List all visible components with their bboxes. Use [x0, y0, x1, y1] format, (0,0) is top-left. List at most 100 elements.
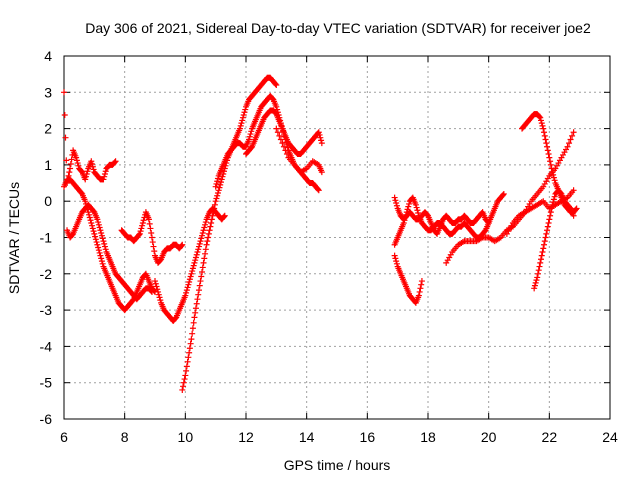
data-point-g: [248, 128, 255, 135]
data-point-f: [190, 319, 197, 326]
data-point-f: [181, 376, 188, 383]
data-point-f: [184, 358, 191, 365]
data-point-o: [535, 267, 542, 274]
data-point-f: [196, 282, 203, 289]
data-point-j: [417, 285, 424, 292]
data-point-o: [570, 212, 577, 219]
data-point-f: [179, 386, 186, 393]
x-tick-label: 22: [542, 429, 558, 445]
data-point-e: [202, 219, 209, 226]
data-point-o: [533, 277, 540, 284]
data-point-e: [194, 249, 201, 256]
data-point-f: [214, 192, 221, 199]
data-point-n: [550, 174, 557, 181]
x-tick-label: 24: [602, 429, 618, 445]
data-point-f: [241, 109, 248, 116]
data-point-i: [277, 136, 284, 143]
data-point-i: [318, 169, 325, 176]
data-point-f: [217, 181, 224, 188]
data-point-n: [543, 140, 550, 147]
data-point-m: [570, 129, 577, 136]
data-point-o: [543, 230, 550, 237]
x-tick-label: 12: [238, 429, 254, 445]
data-point-n: [538, 120, 545, 127]
data-point-k: [392, 197, 399, 204]
data-point-k: [391, 194, 398, 201]
data-point-c: [95, 221, 102, 228]
data-point-b: [87, 217, 94, 224]
data-point-e: [195, 246, 202, 253]
data-point-e: [154, 286, 161, 293]
data-point-b: [97, 252, 104, 259]
data-point-f: [193, 300, 200, 307]
x-tick-label: 8: [121, 429, 129, 445]
data-point-o: [536, 263, 543, 270]
data-point-k: [393, 202, 400, 209]
data-point-f: [202, 250, 209, 257]
data-point-a: [67, 165, 74, 172]
data-point-d: [139, 219, 146, 226]
data-point-f: [202, 246, 209, 253]
data-point-e: [197, 238, 204, 245]
y-tick-label: -4: [40, 338, 53, 354]
data-point-o: [541, 241, 548, 248]
data-point-l: [412, 201, 419, 208]
data-point-c: [148, 288, 155, 295]
data-point-n: [548, 165, 555, 172]
data-point-g: [315, 187, 322, 194]
data-point-g: [273, 103, 280, 110]
data-point-f: [186, 349, 193, 356]
data-point-f: [214, 190, 221, 197]
data-point-n: [547, 161, 554, 168]
data-point-b: [86, 211, 93, 218]
data-point-b: [89, 225, 96, 232]
data-point-d: [136, 230, 143, 237]
data-point-a: [89, 160, 96, 167]
data-point-g: [212, 183, 219, 190]
data-point-g: [246, 133, 253, 140]
data-point-e: [152, 278, 158, 285]
data-point-e: [190, 262, 197, 269]
data-point-f: [194, 296, 201, 303]
data-point-e: [198, 235, 205, 242]
data-point-f: [217, 179, 224, 186]
data-point-a: [67, 160, 74, 167]
data-point-f: [205, 230, 212, 237]
data-point-a: [100, 176, 107, 183]
data-point-o: [537, 259, 544, 266]
data-point-d: [179, 241, 186, 248]
data-point-n: [540, 125, 547, 132]
data-point-a: [66, 169, 73, 176]
data-point-f: [218, 176, 225, 183]
grid: [64, 56, 610, 419]
data-point-c: [99, 235, 106, 242]
data-point-f: [189, 325, 196, 332]
data-point-a: [73, 157, 80, 164]
data-point-c: [100, 238, 107, 245]
data-point-b: [96, 249, 103, 256]
data-point-m: [566, 140, 573, 147]
data-point-h: [315, 129, 322, 136]
data-point-n: [537, 114, 544, 121]
data-point-f: [210, 209, 217, 216]
data-point-c: [101, 240, 108, 247]
data-point-a: [61, 89, 67, 96]
data-point-e: [185, 281, 192, 288]
data-point-c: [102, 246, 109, 253]
data-point-o: [531, 282, 538, 289]
data-point-f: [198, 273, 205, 280]
data-point-a: [75, 162, 82, 169]
data-point-i: [276, 132, 283, 139]
data-point-b: [86, 214, 93, 221]
data-point-f: [203, 241, 210, 248]
data-point-e: [221, 212, 228, 219]
data-point-e: [196, 240, 203, 247]
data-point-i: [274, 129, 281, 136]
data-point-a: [101, 173, 108, 180]
data-point-e: [152, 280, 159, 287]
data-point-o: [544, 223, 551, 230]
data-point-e: [187, 273, 194, 280]
data-point-n: [550, 171, 557, 178]
data-point-n: [572, 206, 579, 213]
data-point-l: [414, 207, 421, 214]
